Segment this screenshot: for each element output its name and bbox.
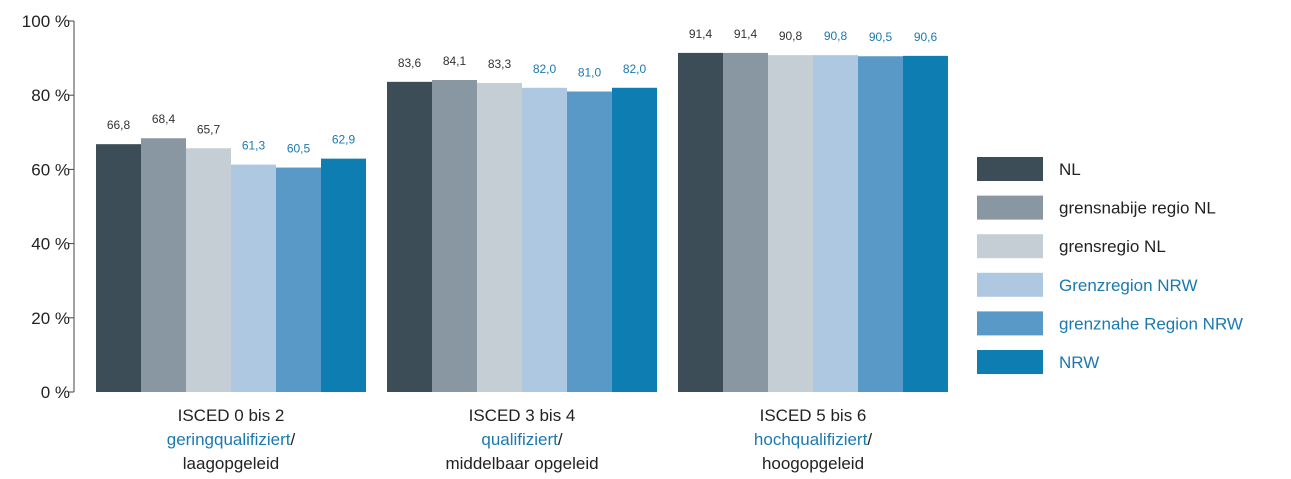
legend-label: grensregio NL — [1059, 237, 1166, 256]
data-label: 84,1 — [443, 54, 467, 68]
legend-swatch — [977, 272, 1043, 297]
bar — [387, 81, 432, 393]
category-label-separator: / — [558, 430, 563, 449]
category-label-separator: / — [291, 430, 296, 449]
bar — [522, 87, 567, 392]
category-label-german-term: qualifiziert — [481, 430, 558, 449]
category-label-german: qualifiziert/ — [481, 430, 563, 449]
bar — [768, 55, 813, 393]
category-label-isced: ISCED 5 bis 6 — [760, 406, 867, 425]
category-label-german-term: geringqualifiziert — [167, 430, 291, 449]
category-label-dutch: middelbaar opgeleid — [445, 454, 598, 473]
legend: NL grensnabije regio NL grensregio NL Grenz… — [977, 157, 1243, 374]
bar — [567, 91, 612, 393]
category-label-isced: ISCED 0 bis 2 — [178, 406, 285, 425]
legend-swatch — [977, 195, 1043, 220]
legend-swatch — [977, 234, 1043, 259]
data-label: 90,6 — [914, 30, 938, 44]
legend-label: grensnabije regio NL — [1059, 199, 1216, 218]
bar — [141, 138, 186, 392]
bars — [96, 52, 948, 393]
data-label: 66,8 — [107, 118, 131, 132]
data-label: 60,5 — [287, 142, 311, 156]
data-label: 62,9 — [332, 133, 356, 147]
bar — [678, 52, 723, 392]
category-label-german: hochqualifiziert/ — [754, 430, 872, 449]
bar — [432, 79, 477, 392]
bar — [321, 158, 366, 392]
data-label: 83,6 — [398, 56, 422, 70]
y-tick-label: 100 % — [22, 12, 70, 31]
bar — [186, 148, 231, 392]
data-label: 90,5 — [869, 30, 893, 44]
bar — [96, 144, 141, 392]
bar — [858, 56, 903, 393]
bar — [477, 82, 522, 392]
y-tick-label: 40 % — [31, 235, 70, 254]
category-labels: ISCED 0 bis 2geringqualifiziert/laagopge… — [167, 406, 873, 473]
legend-swatch — [977, 311, 1043, 336]
y-tick-label: 80 % — [31, 86, 70, 105]
legend-label: NRW — [1059, 353, 1099, 372]
category-label-dutch: laagopgeleid — [183, 454, 279, 473]
data-label: 90,8 — [779, 29, 803, 43]
bar — [612, 87, 657, 392]
y-tick-label: 20 % — [31, 309, 70, 328]
category-label-isced: ISCED 3 bis 4 — [469, 406, 576, 425]
data-label: 91,4 — [689, 27, 713, 41]
bar — [276, 167, 321, 392]
y-tick-label: 0 % — [41, 383, 70, 402]
data-label: 90,8 — [824, 29, 848, 43]
bar — [813, 55, 858, 393]
data-label: 83,3 — [488, 57, 512, 71]
data-label: 81,0 — [578, 65, 602, 79]
data-label: 65,7 — [197, 122, 221, 136]
bar — [903, 55, 948, 393]
category-label-german: geringqualifiziert/ — [167, 430, 296, 449]
bar — [231, 164, 276, 392]
category-label-separator: / — [867, 430, 872, 449]
category-label-german-term: hochqualifiziert — [754, 430, 868, 449]
legend-label: NL — [1059, 160, 1081, 179]
category-label-dutch: hoogopgeleid — [762, 454, 864, 473]
data-label: 61,3 — [242, 139, 266, 153]
data-label: 68,4 — [152, 112, 176, 126]
legend-label: grenznahe Region NRW — [1059, 314, 1243, 333]
y-axis: 0 % 20 % 40 % 60 % 80 % 100 % — [22, 12, 75, 402]
bar — [723, 52, 768, 392]
data-label: 82,0 — [623, 62, 647, 76]
data-labels: 66,8 83,6 91,4 68,4 84,1 91,4 65,7 83,3 90,8 61,3… — [107, 27, 938, 156]
legend-label: Grenzregion NRW — [1059, 276, 1198, 295]
data-label: 82,0 — [533, 62, 557, 76]
legend-swatch — [977, 350, 1043, 374]
y-tick-label: 60 % — [31, 160, 70, 179]
legend-swatch — [977, 157, 1043, 181]
data-label: 91,4 — [734, 27, 758, 41]
